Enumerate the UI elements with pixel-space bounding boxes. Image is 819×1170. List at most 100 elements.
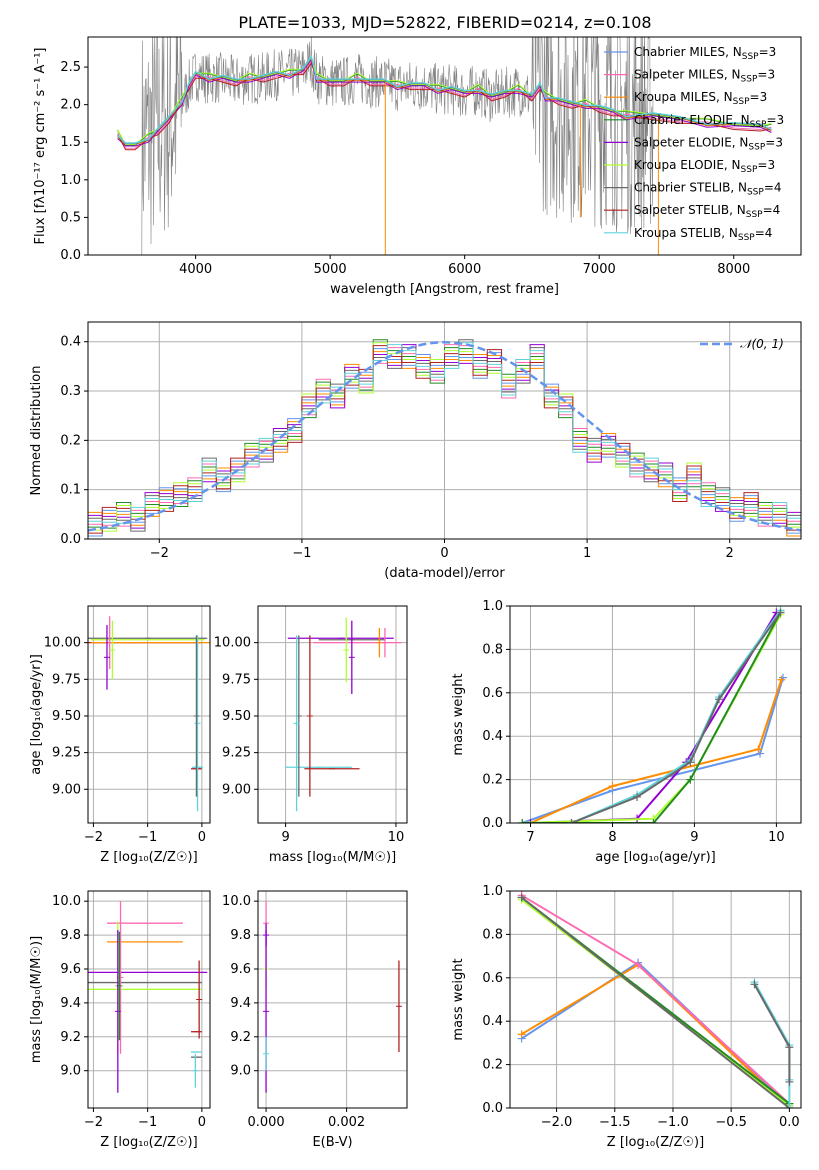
y-axis-label: Flux [fλ10⁻¹⁷ erg cm⁻² s⁻¹ A⁻¹]	[33, 48, 48, 245]
y-tick-label: 0.0	[60, 248, 81, 263]
x-tick-label: 7	[526, 830, 534, 845]
y-tick-label: 9.0	[230, 1064, 251, 1079]
x-tick-label: 9	[690, 830, 698, 845]
plus-marker	[517, 1030, 526, 1039]
y-tick-label: 1.5	[60, 135, 81, 150]
panels: 4000 5000 6000 7000 80000.00.51.01.52.02.5wa…	[29, 36, 802, 1150]
y-tick-label: 0.4	[60, 335, 81, 350]
x-tick-label: 8	[608, 830, 616, 845]
x-tick-label: 7000	[583, 262, 616, 277]
y-axis-label: mass weight	[451, 673, 466, 755]
y-axis-label: mass [log₁₀(M/M☉)]	[29, 936, 44, 1063]
y-tick-label: 10.0	[222, 894, 251, 909]
y-tick-label: 1.0	[482, 599, 503, 614]
y-tick-label: 1.0	[60, 173, 81, 188]
plot-area	[518, 606, 787, 823]
x-tick-label: −2.0	[541, 1115, 573, 1130]
y-tick-label: 9.00	[52, 782, 81, 797]
y-tick-label: 10.00	[214, 636, 251, 651]
y-tick-label: 9.4	[230, 996, 251, 1011]
legend: Chabrier MILES, NSSP=3 Salpeter MILES, NS…	[604, 45, 784, 243]
legend-label: Chabrier ELODIE, NSSP=3	[634, 113, 784, 130]
y-tick-label: 0.1	[60, 483, 81, 498]
panel-8: −2.0 −1.5 −1.0 −0.5 0.0 0.0 0.2 0.4 0.6 0.8 1.0 Z […	[451, 884, 802, 1150]
plus-marker	[785, 1043, 794, 1052]
x-tick-label: 0	[440, 546, 448, 561]
x-tick-label: 8000	[717, 262, 750, 277]
y-tick-label: 0.5	[60, 210, 81, 225]
axes-frame	[257, 605, 408, 824]
x-tick-label: 4000	[179, 262, 212, 277]
y-tick-label: 0.6	[482, 971, 503, 986]
legend-label: Salpeter MILES, NSSP=3	[634, 68, 775, 85]
y-tick-label: 9.8	[60, 928, 81, 943]
plus-marker	[517, 893, 526, 902]
y-tick-label: 2.0	[60, 98, 81, 113]
y-tick-label: 9.00	[222, 782, 251, 797]
y-tick-label: 9.6	[230, 962, 251, 977]
plus-marker	[634, 960, 643, 969]
plot-area	[517, 891, 794, 1108]
plus-marker	[649, 819, 658, 823]
plus-marker	[785, 1104, 794, 1108]
x-tick-label: −0.5	[715, 1115, 747, 1130]
plus-marker	[567, 819, 576, 823]
panel-6: −2 −1 0 9.0 9.2 9.4 9.6 9.8 10.0 Z [log₁₀(Z/Z☉)] m…	[29, 890, 211, 1150]
x-axis-label: wavelength [Angstrom, rest frame]	[330, 282, 559, 297]
legend-label: Chabrier MILES, NSSP=3	[634, 45, 776, 62]
plus-marker	[526, 819, 535, 823]
x-tick-label: 0.0	[779, 1115, 800, 1130]
legend: 𝒩(0, 1)	[700, 337, 784, 351]
y-tick-label: 9.8	[230, 928, 251, 943]
plus-marker	[608, 782, 617, 791]
panel-2: −2 −1 0 1 2 0.0 0.1 0.2 0.3 0.4 (data-model)/error…	[29, 321, 802, 581]
plus-marker	[754, 745, 763, 754]
plus-marker	[785, 1077, 794, 1086]
y-tick-label: 9.50	[52, 709, 81, 724]
x-tick-label: 0.000	[247, 1115, 284, 1130]
legend-label: Kroupa STELIB, NSSP=4	[634, 226, 772, 243]
plot-area	[88, 901, 208, 1093]
y-tick-label: 9.0	[60, 1064, 81, 1079]
y-tick-label: 0.4	[482, 1014, 503, 1029]
x-axis-label: E(B-V)	[312, 1135, 352, 1150]
y-axis-label: Normed distribution	[29, 366, 44, 496]
y-tick-label: 9.50	[222, 709, 251, 724]
legend-label: Kroupa ELODIE, NSSP=3	[634, 158, 775, 175]
legend-label: Kroupa MILES, NSSP=3	[634, 90, 767, 107]
axes-frame	[87, 36, 802, 256]
weight-line-5	[522, 612, 782, 823]
y-tick-label: 0.4	[482, 729, 503, 744]
x-tick-label: 9	[281, 830, 289, 845]
panel-7: 0.000 0.002 9.0 9.2 9.4 9.6 9.8 10.0 E(B-V)	[222, 890, 408, 1150]
y-tick-label: 9.2	[60, 1030, 81, 1045]
x-tick-label: 10	[388, 830, 405, 845]
legend-label: 𝒩(0, 1)	[740, 337, 784, 351]
weight-line-4	[522, 614, 782, 823]
y-tick-label: 0.2	[482, 773, 503, 788]
plus-marker	[777, 675, 786, 684]
weight-line-3	[530, 611, 778, 823]
plus-marker	[776, 608, 785, 617]
x-tick-label: 6000	[448, 262, 481, 277]
panel-4: 9 10 9.00 9.25 9.50 9.75 10.00 mass [log₁₀(M/M☉…	[214, 605, 408, 865]
x-axis-label: Z [log₁₀(Z/Z☉)]	[100, 850, 197, 865]
weight-line-2	[521, 963, 791, 1108]
spectrum-data-line	[141, 37, 654, 255]
y-tick-label: 9.4	[60, 996, 81, 1011]
y-tick-label: 10.00	[44, 636, 81, 651]
plot-area	[263, 901, 402, 1093]
plus-marker	[686, 775, 695, 784]
x-tick-label: 1	[583, 546, 591, 561]
y-tick-label: 0.0	[482, 816, 503, 831]
panel-1: 4000 5000 6000 7000 8000 0.0 0.5 1.0 1.5 2.0 2.5 wa…	[33, 36, 802, 297]
x-tick-label: 2	[726, 546, 734, 561]
x-tick-label: −1.0	[657, 1115, 689, 1130]
x-tick-label: 10	[768, 830, 785, 845]
y-tick-label: 9.6	[60, 962, 81, 977]
y-tick-label: 9.25	[52, 746, 81, 761]
x-axis-label: (data-model)/error	[384, 566, 505, 581]
weight-line-8	[753, 983, 791, 1082]
axes-frame	[87, 890, 211, 1109]
